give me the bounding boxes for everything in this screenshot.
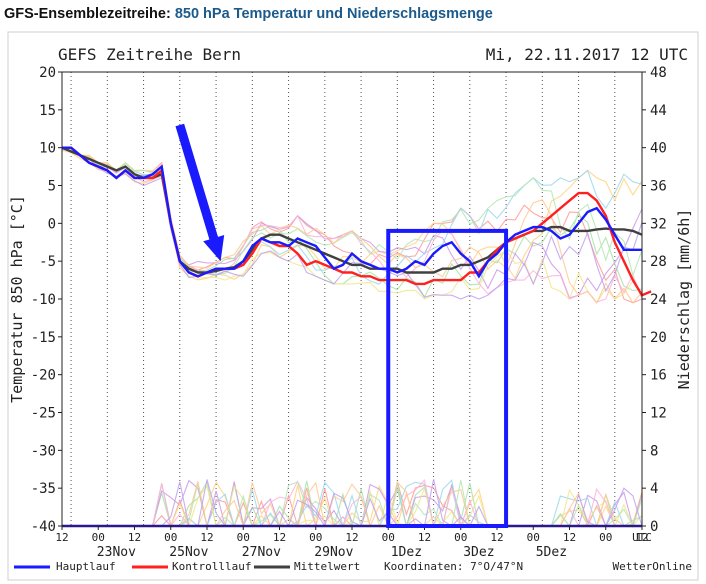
x-tick-label: 00: [527, 531, 540, 544]
y-tick-label-left: -10: [31, 292, 56, 308]
x-tick-label: 00: [599, 531, 612, 544]
chart-title: GEFS Zeitreihe Bern: [58, 45, 241, 64]
y-tick-label-right: 40: [650, 141, 667, 157]
x-date-label: 1Dez: [391, 545, 422, 560]
legend-kontrolllauf: Kontrolllauf: [172, 560, 251, 573]
y-tick-label-left: 10: [39, 141, 56, 157]
x-date-label: 27Nov: [242, 545, 281, 560]
y-tick-label-left: -5: [39, 254, 56, 270]
x-tick-label: 12: [418, 531, 431, 544]
x-date-label: 29Nov: [314, 545, 353, 560]
annotation-arrow: [175, 123, 225, 262]
chart-run-time: Mi, 22.11.2017 12 UTC: [486, 45, 688, 64]
x-date-label: 25Nov: [169, 545, 208, 560]
chart-frame: [7, 31, 699, 581]
y-tick-label-right: 20: [650, 330, 667, 346]
x-tick-label: 00: [164, 531, 177, 544]
page-heading: GFS-Ensemblezeitreihe: 850 hPa Temperatu…: [4, 6, 493, 22]
temperature-line-hauptlauf: [62, 146, 642, 279]
annotations: [175, 123, 509, 528]
legend-coordinates: Koordinaten: 7°O/47°N: [384, 560, 523, 573]
y-tick-label-left: 0: [48, 216, 56, 232]
y-tick-label-right: 12: [650, 406, 667, 422]
x-date-label: 3Dez: [463, 545, 494, 560]
y-tick-label-right: 48: [650, 65, 667, 81]
heading-label: GFS-Ensemblezeitreihe:: [4, 6, 171, 22]
x-tick-label: 12: [55, 531, 68, 544]
x-tick-label: 00: [382, 531, 395, 544]
y-tick-label-left: -40: [31, 519, 56, 535]
x-axis: 12 00 12 00 12 00 12 00 12 00 12 00 12 00 12 00 12UTC23N…: [55, 526, 652, 560]
y-tick-label-right: 8: [650, 443, 658, 459]
y-tick-label-left: -15: [31, 330, 56, 346]
legend: Hauptlauf Kontrolllauf Mittelwert Koordi…: [14, 560, 692, 573]
y-tick-label-left: -30: [31, 443, 56, 459]
y-tick-label-left: 15: [39, 103, 56, 119]
legend-mittelwert: Mittelwert: [294, 560, 360, 573]
x-tick-label: UTC: [632, 531, 652, 544]
y-tick-label-left: 5: [48, 179, 56, 195]
x-tick-label: 12: [273, 531, 286, 544]
temperature-line-kontrolllauf: [62, 146, 652, 297]
y-tick-label-right: 0: [650, 519, 658, 535]
legend-source: WetterOnline: [613, 560, 692, 573]
x-tick-label: 12: [490, 531, 503, 544]
legend-hauptlauf: Hauptlauf: [56, 560, 116, 573]
x-tick-label: 12: [635, 531, 648, 544]
y-tick-label-right: 28: [650, 254, 667, 270]
x-tick-label: 12: [128, 531, 141, 544]
y-label-right: Niederschlag [mm/6h]: [675, 209, 693, 390]
y-tick-label-right: 16: [650, 368, 667, 384]
y-tick-label-right: 32: [650, 216, 667, 232]
y-axis-left: 20 15 10 5 0 -5 -10 -15 -20 -25 -30 -35 -40: [31, 65, 62, 535]
y-tick-label-left: -20: [31, 368, 56, 384]
ensemble-chart: GEFS Zeitreihe Bern Mi, 22.11.2017 12 UT…: [7, 31, 699, 581]
annotation-box: [386, 228, 509, 528]
x-tick-label: 12: [563, 531, 576, 544]
x-tick-label: 00: [454, 531, 467, 544]
y-tick-label-left: -25: [31, 406, 56, 422]
x-date-label: 23Nov: [97, 545, 136, 560]
x-tick-label: 00: [92, 531, 105, 544]
y-tick-label-right: 24: [650, 292, 667, 308]
y-tick-label-left: -35: [31, 481, 56, 497]
x-tick-label: 00: [309, 531, 322, 544]
x-tick-label: 00: [237, 531, 250, 544]
y-tick-label-right: 4: [650, 481, 658, 497]
y-label-left: Temperatur 850 hPa [°C]: [8, 195, 26, 403]
ensemble-temperature-line: [61, 147, 643, 300]
x-tick-label: 12: [345, 531, 358, 544]
x-date-label: 5Dez: [536, 545, 567, 560]
heading-value: 850 hPa Temperatur und Niederschlagsmeng…: [174, 6, 493, 22]
y-tick-label-right: 44: [650, 103, 667, 119]
y-tick-label-left: 20: [39, 65, 56, 81]
y-tick-label-right: 36: [650, 179, 667, 195]
x-tick-label: 12: [200, 531, 213, 544]
